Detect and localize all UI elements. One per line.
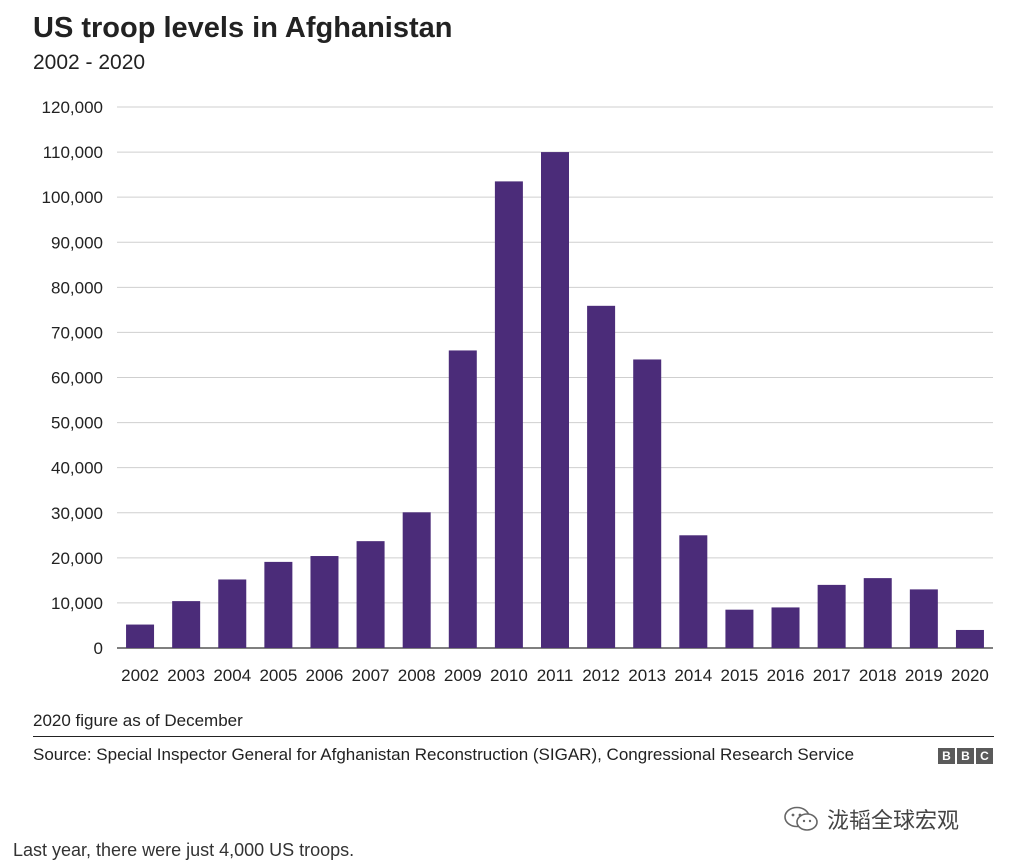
x-tick-label: 2002 — [121, 666, 159, 685]
bar-2019 — [909, 589, 938, 648]
bar-2015 — [725, 609, 754, 648]
x-tick-label: 2012 — [582, 666, 620, 685]
bar-2009 — [448, 350, 477, 648]
bar-2010 — [494, 181, 523, 648]
x-tick-label: 2004 — [213, 666, 251, 685]
x-tick-label: 2015 — [721, 666, 759, 685]
bar-2013 — [633, 359, 662, 648]
y-tick-label: 0 — [94, 639, 103, 658]
y-tick-label: 90,000 — [51, 233, 103, 252]
chart-subtitle: 2002 - 2020 — [33, 51, 146, 74]
bar-2018 — [863, 578, 892, 648]
y-tick-label: 40,000 — [51, 459, 103, 478]
x-tick-label: 2010 — [490, 666, 528, 685]
y-tick-label: 100,000 — [42, 188, 103, 207]
bar-2014 — [679, 535, 708, 648]
chart-source: Source: Special Inspector General for Af… — [33, 745, 855, 764]
y-tick-label: 70,000 — [51, 323, 103, 342]
bbc-logo-block: B — [938, 748, 955, 764]
y-tick-label: 30,000 — [51, 504, 103, 523]
y-tick-label: 60,000 — [51, 369, 103, 388]
x-tick-label: 2018 — [859, 666, 897, 685]
x-tick-label: 2009 — [444, 666, 482, 685]
y-tick-label: 10,000 — [51, 594, 103, 613]
watermark-text: 泷韬全球宏观 — [827, 808, 960, 833]
x-tick-label: 2016 — [767, 666, 805, 685]
y-tick-label: 80,000 — [51, 278, 103, 297]
y-tick-label: 20,000 — [51, 549, 103, 568]
watermark: 泷韬全球宏观 — [783, 803, 959, 835]
bbc-logo: B B C — [938, 748, 993, 764]
x-tick-label: 2017 — [813, 666, 851, 685]
x-tick-label: 2005 — [259, 666, 297, 685]
x-tick-label: 2008 — [398, 666, 436, 685]
x-tick-label: 2003 — [167, 666, 205, 685]
bar-2011 — [541, 152, 569, 649]
x-tick-label: 2006 — [306, 666, 344, 685]
bar-2006 — [310, 556, 339, 648]
divider — [33, 736, 994, 737]
x-tick-label: 2011 — [537, 666, 574, 685]
x-tick-label: 2020 — [951, 666, 989, 685]
bar-chart: 0 10,000 20,000 30,000 40,000 50,000 60,000 70,… — [42, 98, 993, 685]
bar-2007 — [356, 541, 385, 648]
bar-2004 — [218, 579, 247, 648]
x-tick-label: 2007 — [352, 666, 390, 685]
bar-2002 — [126, 624, 155, 648]
bar-2012 — [587, 305, 616, 648]
x-tick-label: 2014 — [674, 666, 712, 685]
y-tick-label: 50,000 — [51, 414, 103, 433]
bar-2017 — [817, 584, 846, 648]
bar-2008 — [402, 512, 431, 648]
y-tick-label: 120,000 — [42, 98, 103, 117]
x-tick-label: 2013 — [628, 666, 666, 685]
chart-title: US troop levels in Afghanistan — [33, 12, 453, 44]
bbc-logo-block: B — [957, 748, 974, 764]
x-tick-label: 2019 — [905, 666, 943, 685]
wechat-icon — [784, 806, 818, 831]
chart-note: 2020 figure as of December — [33, 711, 243, 730]
bar-2016 — [771, 607, 800, 648]
bar-2003 — [172, 601, 201, 648]
bar-2005 — [264, 561, 293, 648]
bbc-logo-block: C — [976, 748, 993, 764]
y-tick-label: 110,000 — [43, 143, 103, 162]
caption: Last year, there were just 4,000 US troo… — [13, 840, 355, 860]
bar-2020 — [955, 629, 984, 648]
